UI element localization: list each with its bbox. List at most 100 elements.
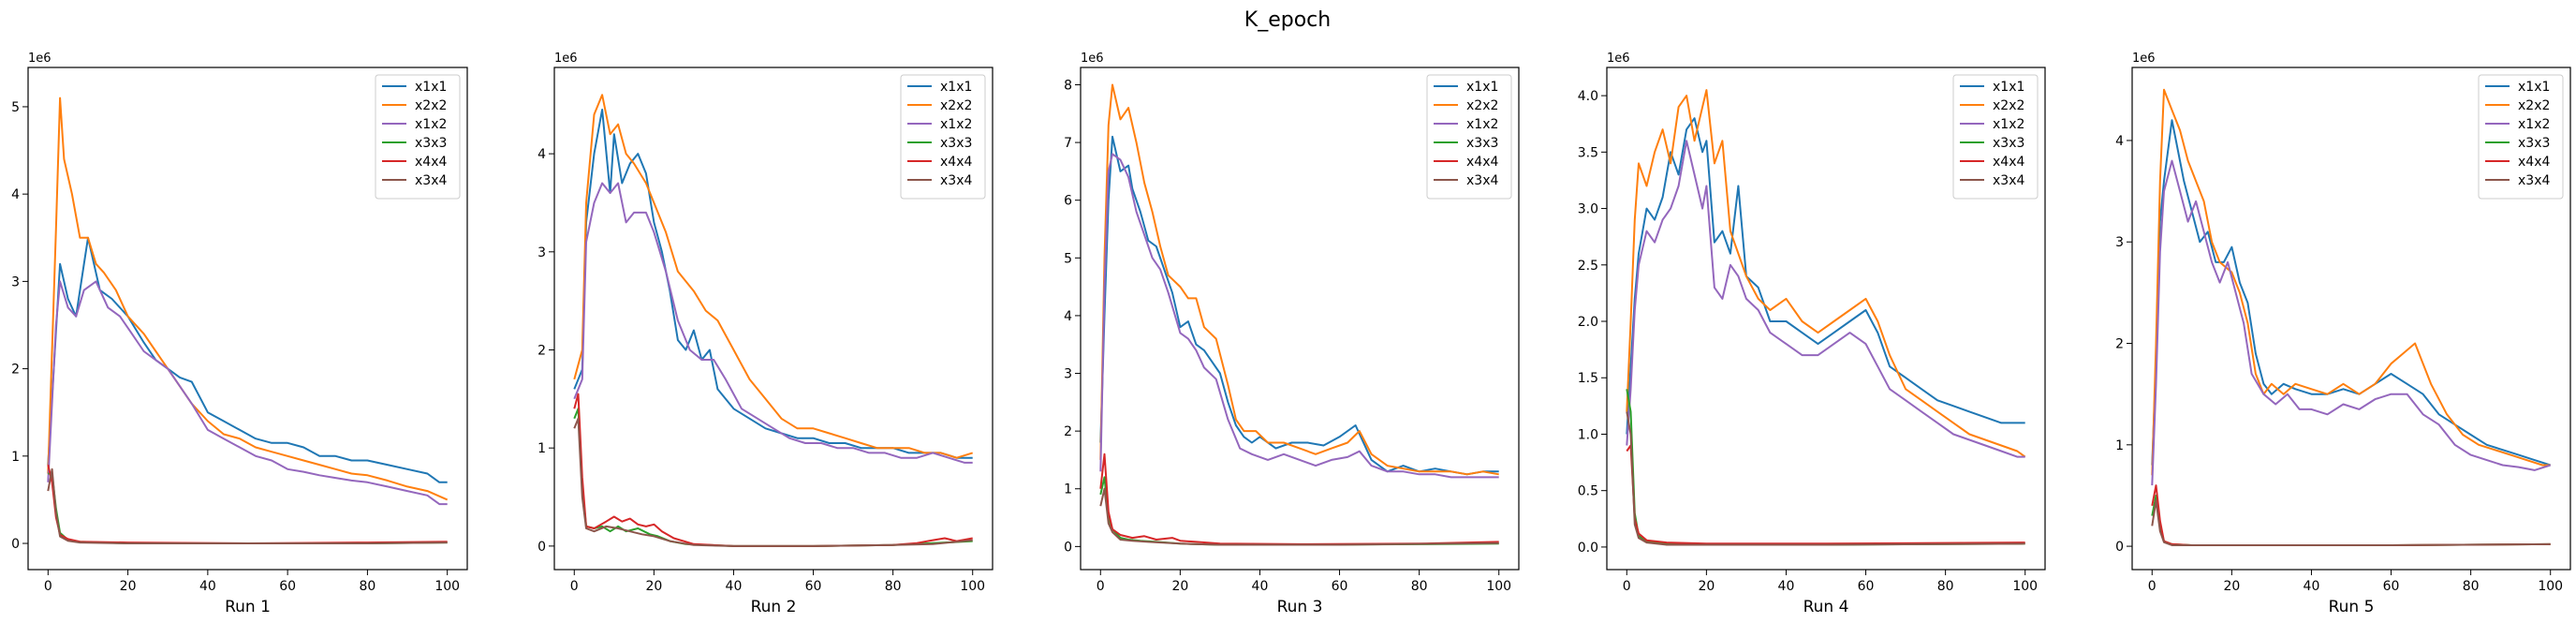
y-tick-label: 3.0 bbox=[1578, 202, 1598, 217]
x-tick-label: 40 bbox=[1778, 579, 1795, 594]
legend-label-x2x2: x2x2 bbox=[1466, 98, 1498, 113]
x-tick-label: 0 bbox=[1623, 579, 1631, 594]
legend-label-x1x1: x1x1 bbox=[415, 80, 447, 95]
x-tick-label: 40 bbox=[2304, 579, 2320, 594]
y-tick-label: 1 bbox=[2115, 438, 2124, 453]
legend-label-x1x1: x1x1 bbox=[940, 80, 972, 95]
axes-frame bbox=[1606, 67, 2046, 571]
series-line-x2x2 bbox=[1099, 83, 1499, 476]
subplot-4: 0 20 40 60 80 100 0.0 0.5 1.0 1.5 2.0 2.5 3.0 3.5 4.0 1… bbox=[1578, 52, 2046, 616]
y-tick-label: 1 bbox=[537, 441, 546, 456]
figure-title: K_epoch bbox=[1244, 8, 1331, 32]
x-tick-label: 80 bbox=[1411, 579, 1428, 594]
x-tick-label: 100 bbox=[1486, 579, 1511, 594]
y-tick-label: 1 bbox=[1064, 482, 1072, 497]
series-line-x3x4 bbox=[47, 467, 448, 544]
x-tick-label: 0 bbox=[1097, 579, 1105, 594]
series-line-x3x4 bbox=[2151, 499, 2551, 546]
y-tick-label: 4 bbox=[1064, 309, 1072, 324]
axes-frame bbox=[27, 67, 468, 571]
y-tick-label: 2 bbox=[537, 344, 546, 359]
x-tick-label: 20 bbox=[1171, 579, 1188, 594]
x-tick-label: 20 bbox=[2223, 579, 2240, 594]
x-tick-label: 100 bbox=[2012, 579, 2038, 594]
y-tick-label: 3 bbox=[11, 274, 20, 289]
series-group bbox=[1626, 89, 2026, 546]
axes-frame bbox=[1080, 67, 1520, 571]
x-tick-label: 20 bbox=[1698, 579, 1715, 594]
legend-label-x3x3: x3x3 bbox=[415, 136, 447, 151]
x-tick-label: 0 bbox=[2148, 579, 2156, 594]
subplot-1: 0 20 40 60 80 100 0 1 2 3 4 5 1e6 Run 1 x1x1 x2x2 x1x2 x3… bbox=[11, 52, 468, 616]
y-tick-label: 2 bbox=[11, 363, 20, 378]
legend: x1x1 x2x2 x1x2 x3x3 x4x4 x3x4 bbox=[1426, 74, 1512, 200]
y-tick-label: 1 bbox=[11, 450, 20, 465]
y-tick-label: 0.0 bbox=[1578, 541, 1598, 556]
series-line-x2x2 bbox=[573, 94, 973, 459]
series-line-x3x3 bbox=[1626, 389, 2025, 546]
y-offset-label: 1e6 bbox=[1607, 52, 1630, 66]
y-tick-label: 0 bbox=[2115, 540, 2124, 555]
x-tick-label: 60 bbox=[2383, 579, 2400, 594]
x-tick-label: 40 bbox=[1252, 579, 1269, 594]
subplot-2: 0 20 40 60 80 100 0 1 2 3 4 1e6 Run 2 x1x1 x2x2 x1x2 x3x… bbox=[537, 52, 994, 616]
x-tick-label: 0 bbox=[570, 579, 579, 594]
y-tick-label: 5 bbox=[11, 100, 20, 115]
series-line-x4x4 bbox=[1099, 452, 1499, 545]
series-line-x1x1 bbox=[47, 236, 448, 483]
series-line-x1x2 bbox=[1626, 140, 2025, 458]
legend-label-x4x4: x4x4 bbox=[1466, 155, 1498, 170]
legend-label-x3x3: x3x3 bbox=[2518, 136, 2550, 151]
y-tick-label: 5 bbox=[1064, 251, 1072, 266]
y-offset-label: 1e6 bbox=[28, 52, 52, 66]
legend-label-x4x4: x4x4 bbox=[940, 155, 972, 170]
x-axis-label: Run 4 bbox=[1803, 598, 1849, 616]
legend-label-x1x2: x1x2 bbox=[940, 117, 972, 132]
legend-label-x1x2: x1x2 bbox=[415, 117, 447, 132]
legend-label-x3x4: x3x4 bbox=[1466, 173, 1498, 188]
series-group bbox=[1099, 83, 1499, 546]
series-line-x1x2 bbox=[2151, 159, 2552, 486]
legend: x1x1 x2x2 x1x2 x3x3 x4x4 x3x4 bbox=[900, 74, 986, 200]
x-axis-label: Run 3 bbox=[1277, 598, 1323, 616]
x-tick-label: 80 bbox=[359, 579, 375, 594]
legend-label-x1x2: x1x2 bbox=[1993, 117, 2024, 132]
series-line-x2x2 bbox=[1626, 89, 2026, 458]
series-line-x2x2 bbox=[2151, 88, 2551, 476]
x-tick-label: 100 bbox=[434, 579, 460, 594]
legend-label-x4x4: x4x4 bbox=[1993, 155, 2024, 170]
y-tick-label: 0 bbox=[1064, 540, 1072, 555]
y-tick-label: 0 bbox=[537, 540, 546, 555]
series-line-x3x3 bbox=[48, 472, 448, 544]
legend-label-x2x2: x2x2 bbox=[415, 98, 447, 113]
x-tick-label: 60 bbox=[1858, 579, 1875, 594]
x-tick-label: 80 bbox=[1937, 579, 1954, 594]
legend: x1x1 x2x2 x1x2 x3x3 x4x4 x3x4 bbox=[1952, 74, 2039, 200]
y-tick-label: 2 bbox=[1064, 424, 1072, 439]
y-tick-label: 3 bbox=[1064, 367, 1072, 382]
y-offset-label: 1e6 bbox=[2132, 52, 2156, 66]
series-line-x4x4 bbox=[47, 464, 448, 544]
legend-label-x1x1: x1x1 bbox=[1466, 80, 1498, 95]
x-tick-label: 40 bbox=[199, 579, 216, 594]
series-line-x1x2 bbox=[47, 280, 448, 506]
series-line-x1x2 bbox=[573, 182, 973, 464]
y-tick-label: 4 bbox=[537, 147, 546, 162]
x-axis-label: Run 1 bbox=[225, 598, 271, 616]
y-tick-label: 0.5 bbox=[1578, 484, 1598, 499]
series-line-x1x2 bbox=[1099, 153, 1499, 479]
y-tick-label: 3.5 bbox=[1578, 145, 1598, 160]
legend-label-x3x4: x3x4 bbox=[1993, 173, 2024, 188]
x-tick-label: 100 bbox=[960, 579, 985, 594]
y-tick-label: 0 bbox=[11, 537, 20, 552]
series-group bbox=[573, 94, 973, 547]
y-tick-label: 8 bbox=[1064, 78, 1072, 93]
legend-label-x1x2: x1x2 bbox=[1466, 117, 1498, 132]
x-tick-label: 20 bbox=[120, 579, 137, 594]
legend-label-x1x1: x1x1 bbox=[1993, 80, 2024, 95]
x-axis-label: Run 5 bbox=[2329, 598, 2375, 616]
x-tick-label: 80 bbox=[885, 579, 902, 594]
legend-label-x3x4: x3x4 bbox=[2518, 173, 2550, 188]
legend-label-x2x2: x2x2 bbox=[2518, 98, 2550, 113]
y-tick-label: 2 bbox=[2115, 337, 2124, 352]
